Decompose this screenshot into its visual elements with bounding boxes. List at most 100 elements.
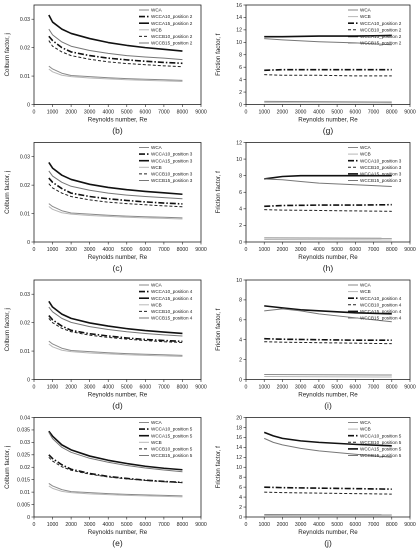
legend-label: WCCA10_position 3 xyxy=(360,158,402,163)
y-tick-label: 0.02 xyxy=(20,320,30,326)
x-tick-label: 7000 xyxy=(368,247,380,253)
x-tick-label: 8000 xyxy=(177,110,189,116)
x-axis-label: Reynolds number, Re xyxy=(88,529,148,536)
y-tick-label: 6 xyxy=(239,485,242,491)
y-tick-label: 0.03 xyxy=(20,440,30,446)
legend-label: WCA xyxy=(151,420,163,425)
y-tick-label: 0 xyxy=(27,102,30,108)
x-tick-label: 5000 xyxy=(121,247,133,253)
x-tick-label: 7000 xyxy=(158,247,170,253)
y-tick-label: 0.01 xyxy=(20,349,30,355)
series-line xyxy=(48,206,183,220)
series-line xyxy=(48,68,183,82)
legend-label: WCA xyxy=(151,145,163,150)
x-tick-label: 8000 xyxy=(386,385,398,391)
series-line xyxy=(48,456,183,484)
series-line xyxy=(48,28,183,61)
x-tick-label: 3000 xyxy=(295,385,307,391)
x-tick-label: 8000 xyxy=(386,110,398,116)
x-tick-label: 9000 xyxy=(404,110,416,116)
legend-label: WCCB15_position 4 xyxy=(151,316,193,321)
y-tick-label: 2 xyxy=(239,223,242,229)
y-tick-label: 0.01 xyxy=(20,74,30,80)
y-tick-label: 0.02 xyxy=(20,183,30,189)
x-tick-label: 4000 xyxy=(313,385,325,391)
x-tick-label: 6000 xyxy=(140,522,152,528)
y-tick-label: 8 xyxy=(239,173,242,179)
x-tick-label: 2000 xyxy=(277,385,289,391)
series-line xyxy=(264,68,392,72)
series-line xyxy=(48,35,183,65)
x-tick-label: 0 xyxy=(245,522,248,528)
series-line xyxy=(264,100,392,103)
legend-label: WCCB10_position 3 xyxy=(360,165,402,170)
series-line xyxy=(264,308,392,323)
y-tick-label: 18 xyxy=(236,425,242,431)
y-tick-label: 6 xyxy=(239,318,242,324)
chart-panel: 0 1000 2000 3000 4000 5000 6000 7000 8000 9000 0 0.… xyxy=(4,142,207,273)
x-tick-label: 4000 xyxy=(102,385,114,391)
y-tick-label: 2 xyxy=(239,357,242,363)
y-tick-label: 10 xyxy=(236,157,242,163)
x-tick-label: 7000 xyxy=(158,522,170,528)
legend-label: WCB xyxy=(151,165,162,170)
x-tick-label: 9000 xyxy=(195,385,207,391)
x-tick-label: 3000 xyxy=(84,522,96,528)
x-axis-label: Reynolds number, Re xyxy=(88,392,148,399)
series-line xyxy=(48,340,183,356)
chart-panel: 0 1000 2000 3000 4000 5000 6000 7000 8000 9000 0 0.… xyxy=(4,4,207,136)
x-tick-label: 0 xyxy=(245,247,248,253)
legend-label: WCCB10_position 5 xyxy=(360,440,402,445)
x-tick-label: 4000 xyxy=(313,522,325,528)
legend-label: WCB xyxy=(151,302,162,307)
legend-label: WCCA15_position 5 xyxy=(151,433,193,438)
y-tick-label: 4 xyxy=(239,338,242,344)
legend-label: WCCB15_position 2 xyxy=(360,41,402,46)
y-tick-label: 14 xyxy=(236,445,242,451)
y-tick-label: 0 xyxy=(239,240,242,246)
x-tick-label: 6000 xyxy=(140,247,152,253)
x-tick-label: 2000 xyxy=(65,247,77,253)
x-tick-label: 7000 xyxy=(368,110,380,116)
plot-frame xyxy=(33,4,202,105)
x-axis-label: Reynolds number, Re xyxy=(298,254,358,261)
legend-label: WCCB10_position 5 xyxy=(151,447,193,452)
y-axis-label: Friction factor, f xyxy=(215,446,222,489)
chart-panel: 0 1000 2000 3000 4000 5000 6000 7000 8000 9000 0 0.… xyxy=(4,415,207,548)
panel-label: (j) xyxy=(324,538,332,548)
x-axis-label: Reynolds number, Re xyxy=(298,529,358,536)
y-tick-label: 8 xyxy=(239,53,242,59)
y-tick-label: 10 xyxy=(236,40,242,46)
legend-label: WCCB10_position 3 xyxy=(151,172,193,177)
legend-label: WCB xyxy=(151,440,162,445)
y-tick-label: 0.02 xyxy=(20,45,30,51)
y-axis-label: Friction factor, f xyxy=(215,308,222,351)
x-tick-label: 6000 xyxy=(140,385,152,391)
series-line xyxy=(264,376,392,378)
x-tick-label: 3000 xyxy=(295,110,307,116)
y-tick-label: 0 xyxy=(239,377,242,383)
panel-label: (c) xyxy=(113,263,123,273)
y-tick-label: 0 xyxy=(27,377,30,383)
series-line xyxy=(48,306,183,337)
chart-panel: 0 1000 2000 3000 4000 5000 6000 7000 8000 9000 0 2 4… xyxy=(215,3,416,136)
x-tick-label: 1000 xyxy=(258,522,270,528)
legend-label: WCA xyxy=(360,420,372,425)
x-tick-label: 6000 xyxy=(140,110,152,116)
legend-label: WCB xyxy=(360,14,371,19)
series-line xyxy=(264,203,392,208)
y-tick-label: 10 xyxy=(236,465,242,471)
panel-label: (h) xyxy=(323,263,334,273)
legend-label: WCA xyxy=(360,283,372,288)
x-tick-label: 9000 xyxy=(195,522,207,528)
x-tick-label: 0 xyxy=(245,110,248,116)
x-tick-label: 6000 xyxy=(350,110,362,116)
y-tick-label: 16 xyxy=(236,3,242,9)
legend-label: WCB xyxy=(151,27,162,32)
series-line xyxy=(48,14,183,52)
legend-label: WCA xyxy=(360,8,372,13)
x-tick-label: 6000 xyxy=(350,247,362,253)
x-tick-label: 3000 xyxy=(84,385,96,391)
legend-label: WCCA15_position 3 xyxy=(151,158,193,163)
